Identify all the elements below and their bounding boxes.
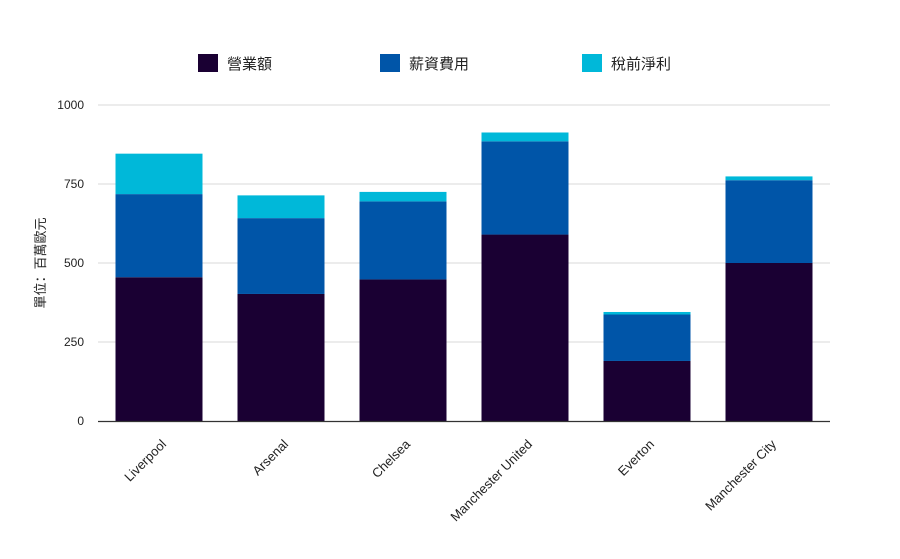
legend-swatch [198,54,218,72]
bar-segment-series-2 [359,191,447,202]
bar-segment-series-0 [481,234,569,421]
y-axis-ticks: 0 250 500 750 1000 [57,98,84,428]
bar-stack [725,176,813,421]
y-tick-label: 750 [64,177,84,191]
bar-segment-series-0 [237,293,325,421]
y-tick-label: 500 [64,256,84,270]
legend-label: 稅前淨利 [611,55,671,73]
legend-label: 薪資費用 [409,55,469,73]
legend-swatch [380,54,400,72]
bar-stack [359,191,447,421]
bar-segment-series-2 [481,132,569,142]
legend-label: 營業額 [227,55,272,73]
legend-swatch [582,54,602,72]
x-category-label: Manchester United [447,437,535,525]
bar-stack [603,311,691,421]
chart-bars [115,132,813,421]
y-tick-label: 0 [77,414,84,428]
chart-gridlines [98,104,830,343]
bar-stack [115,153,203,421]
bar-segment-series-2 [115,153,203,195]
bar-segment-series-2 [725,176,813,181]
y-tick-label: 250 [64,335,84,349]
x-category-label: Liverpool [121,436,169,484]
bar-stack [481,132,569,421]
bar-segment-series-0 [359,279,447,421]
bar-segment-series-1 [359,201,447,280]
bar-segment-series-1 [237,218,325,294]
bar-segment-series-2 [603,311,691,315]
bar-segment-series-0 [603,360,691,421]
x-category-label: Everton [615,437,657,479]
x-category-label: Chelsea [369,436,414,481]
bar-segment-series-1 [481,141,569,235]
bar-segment-series-1 [725,180,813,263]
x-category-label: Manchester City [702,436,779,513]
bar-segment-series-1 [115,194,203,278]
x-category-label: Arsenal [249,436,291,478]
bar-stack [237,195,325,421]
x-axis-categories: Liverpool Arsenal Chelsea Manchester United… [121,436,779,524]
y-axis-label: 單位：百萬歐元 [34,217,49,308]
bar-segment-series-0 [115,277,203,421]
y-tick-label: 1000 [57,98,84,112]
chart-legend: 營業額 薪資費用 稅前淨利 [198,54,671,73]
bar-segment-series-1 [603,314,691,361]
bar-segment-series-0 [725,263,813,421]
bar-segment-series-2 [237,195,325,219]
